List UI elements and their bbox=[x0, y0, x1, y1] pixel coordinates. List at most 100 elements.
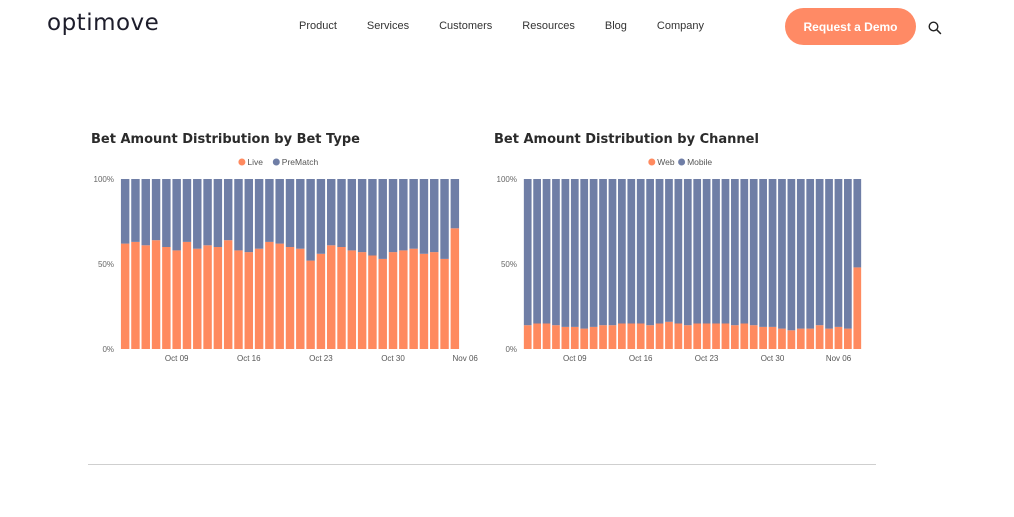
bar-mobile-10 bbox=[618, 179, 626, 324]
bar-prematch-28 bbox=[409, 179, 418, 249]
optimove-logo[interactable]: optimove bbox=[47, 10, 160, 36]
bar-prematch-20 bbox=[326, 179, 336, 246]
request-demo-button[interactable]: Request a Demo bbox=[785, 8, 916, 45]
section-divider bbox=[88, 464, 876, 465]
bar-web-26 bbox=[768, 326, 777, 349]
x-tick-label: Oct 23 bbox=[309, 354, 333, 363]
nav-blog[interactable]: Blog bbox=[604, 20, 627, 32]
bar-prematch-4 bbox=[162, 179, 171, 247]
bar-web-31 bbox=[815, 325, 824, 349]
legend-label-prematch: PreMatch bbox=[282, 157, 319, 167]
bar-live-29 bbox=[419, 253, 429, 349]
x-tick-label: Oct 30 bbox=[381, 354, 405, 363]
bar-live-21 bbox=[337, 247, 346, 349]
bar-prematch-26 bbox=[388, 179, 398, 253]
bar-mobile-17 bbox=[683, 179, 692, 326]
bar-prematch-5 bbox=[172, 179, 181, 251]
bar-prematch-32 bbox=[450, 179, 460, 229]
bar-prematch-31 bbox=[440, 179, 449, 259]
search-icon[interactable] bbox=[928, 21, 942, 35]
legend-marker-live bbox=[238, 158, 246, 166]
bar-mobile-28 bbox=[787, 179, 796, 331]
bar-prematch-7 bbox=[193, 179, 202, 249]
bar-mobile-30 bbox=[806, 179, 815, 329]
nav-resources[interactable]: Resources bbox=[522, 20, 575, 32]
legend-marker-prematch bbox=[272, 158, 280, 166]
bar-prematch-10 bbox=[223, 179, 233, 241]
bar-live-26 bbox=[388, 252, 398, 349]
bar-mobile-22 bbox=[731, 179, 739, 326]
bar-mobile-24 bbox=[749, 179, 758, 326]
bar-web-32 bbox=[825, 328, 833, 349]
legend-label-mobile: Mobile bbox=[687, 157, 712, 167]
nav-company[interactable]: Company bbox=[656, 20, 704, 32]
bar-web-18 bbox=[693, 323, 702, 349]
y-tick-label: 100% bbox=[497, 175, 517, 184]
main-nav: Product Services Customers Resources Blo… bbox=[299, 20, 734, 32]
bar-live-19 bbox=[316, 253, 326, 349]
bar-mobile-11 bbox=[627, 179, 636, 324]
bar-mobile-32 bbox=[825, 179, 833, 329]
bar-web-21 bbox=[721, 323, 730, 349]
nav-customers[interactable]: Customers bbox=[439, 20, 493, 32]
x-tick-label: Oct 16 bbox=[237, 354, 261, 363]
site-header: optimove Product Services Customers Reso… bbox=[0, 0, 1014, 54]
y-tick-label: 0% bbox=[102, 345, 114, 354]
bar-web-6 bbox=[580, 328, 589, 349]
bar-web-7 bbox=[589, 326, 598, 349]
legend-marker-web bbox=[648, 158, 656, 166]
bar-web-9 bbox=[608, 325, 617, 349]
bar-web-15 bbox=[665, 321, 673, 349]
legend-marker-mobile bbox=[678, 158, 686, 166]
bar-mobile-15 bbox=[665, 179, 673, 322]
bar-live-14 bbox=[265, 241, 274, 349]
bar-mobile-25 bbox=[759, 179, 767, 327]
bar-prematch-17 bbox=[296, 179, 305, 249]
bar-prematch-8 bbox=[203, 179, 212, 246]
bar-web-19 bbox=[702, 323, 711, 349]
bar-web-14 bbox=[655, 323, 664, 349]
bar-mobile-6 bbox=[580, 179, 589, 329]
bar-live-11 bbox=[234, 250, 243, 349]
bar-mobile-8 bbox=[599, 179, 607, 326]
bar-web-5 bbox=[570, 326, 579, 349]
bar-prematch-29 bbox=[419, 179, 429, 254]
x-tick-label: Nov 06 bbox=[453, 354, 479, 363]
x-tick-label: Nov 06 bbox=[826, 354, 852, 363]
bar-prematch-3 bbox=[151, 179, 161, 241]
nav-services[interactable]: Services bbox=[366, 20, 410, 32]
bar-live-8 bbox=[203, 245, 212, 349]
bar-web-1 bbox=[533, 323, 541, 349]
bar-prematch-21 bbox=[337, 179, 346, 247]
bar-live-3 bbox=[151, 240, 161, 349]
bar-web-33 bbox=[834, 326, 843, 349]
bar-prematch-15 bbox=[275, 179, 284, 244]
bar-prematch-23 bbox=[357, 179, 367, 253]
bar-prematch-19 bbox=[316, 179, 326, 254]
bar-mobile-0 bbox=[523, 179, 532, 326]
legend-label-live: Live bbox=[247, 157, 263, 167]
bar-web-8 bbox=[599, 325, 607, 349]
x-tick-label: Oct 30 bbox=[761, 354, 785, 363]
bar-live-10 bbox=[223, 240, 233, 349]
bar-mobile-18 bbox=[693, 179, 702, 324]
x-tick-label: Oct 23 bbox=[695, 354, 719, 363]
chart-title-bet-type: Bet Amount Distribution by Bet Type bbox=[91, 132, 360, 147]
bar-live-1 bbox=[131, 241, 140, 349]
bar-live-22 bbox=[347, 250, 357, 349]
bar-web-10 bbox=[618, 323, 626, 349]
bar-mobile-23 bbox=[740, 179, 749, 324]
bar-mobile-35 bbox=[853, 179, 862, 268]
bar-mobile-21 bbox=[721, 179, 730, 324]
legend-label-web: Web bbox=[657, 157, 675, 167]
bar-mobile-26 bbox=[768, 179, 777, 327]
nav-product[interactable]: Product bbox=[299, 20, 337, 32]
bar-web-3 bbox=[552, 325, 560, 349]
bar-prematch-11 bbox=[234, 179, 243, 251]
bar-live-17 bbox=[296, 248, 305, 349]
bar-prematch-6 bbox=[182, 179, 192, 242]
bar-web-17 bbox=[683, 325, 692, 349]
x-tick-label: Oct 09 bbox=[563, 354, 587, 363]
y-tick-label: 0% bbox=[505, 345, 517, 354]
